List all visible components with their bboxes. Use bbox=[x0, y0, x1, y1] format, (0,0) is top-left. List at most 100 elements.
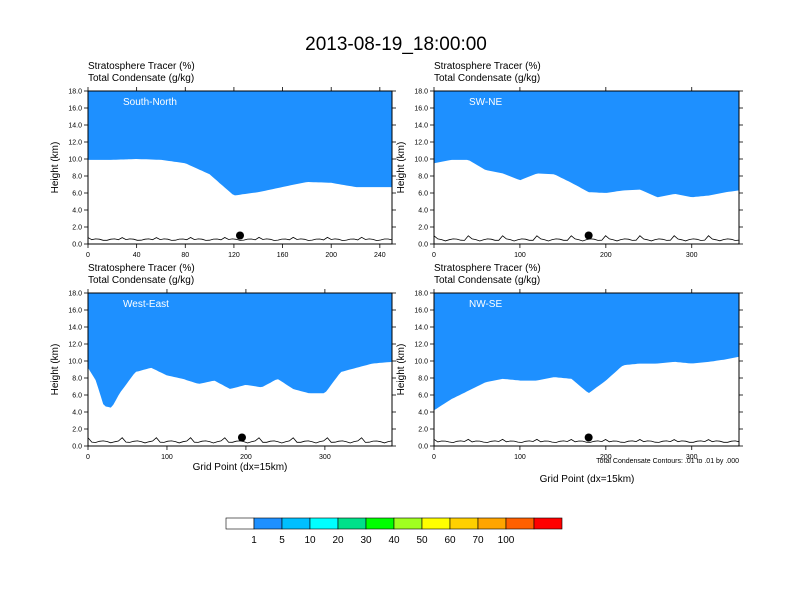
tracer-field bbox=[88, 91, 392, 244]
y-tick-label: 6.0 bbox=[418, 393, 428, 400]
subtitle-tracer: Stratosphere Tracer (%) bbox=[434, 263, 541, 274]
y-tick-label: 14.0 bbox=[414, 325, 428, 332]
x-tick-label: 200 bbox=[600, 252, 612, 259]
colorbar-swatch bbox=[225, 517, 255, 530]
subtitle-condensate: Total Condensate (g/kg) bbox=[88, 73, 194, 84]
y-tick-label: 2.0 bbox=[418, 225, 428, 232]
subtitle-condensate: Total Condensate (g/kg) bbox=[434, 275, 540, 286]
colorbar-swatch bbox=[533, 517, 563, 530]
panels: Stratosphere Tracer (%)Total Condensate … bbox=[50, 61, 743, 485]
y-tick-label: 0.0 bbox=[418, 444, 428, 451]
colorbar-swatch bbox=[505, 517, 535, 530]
panel-4: Stratosphere Tracer (%)Total Condensate … bbox=[396, 263, 743, 485]
subtitle-condensate: Total Condensate (g/kg) bbox=[434, 73, 540, 84]
y-tick-label: 4.0 bbox=[418, 208, 428, 215]
y-tick-label: 14.0 bbox=[68, 325, 82, 332]
y-tick-label: 16.0 bbox=[68, 308, 82, 315]
x-tick-label: 200 bbox=[240, 454, 252, 461]
x-tick-label: 0 bbox=[86, 252, 90, 259]
colorbar-label: 1 bbox=[251, 535, 257, 546]
y-tick-label: 4.0 bbox=[72, 410, 82, 417]
plot-frame bbox=[87, 90, 393, 245]
x-tick-label: 40 bbox=[133, 252, 141, 259]
tracer-band-1 bbox=[88, 91, 392, 196]
colorbar-label: 30 bbox=[360, 535, 372, 546]
y-tick-label: 14.0 bbox=[68, 123, 82, 130]
y-tick-label: 10.0 bbox=[68, 157, 82, 164]
y-tick-label: 18.0 bbox=[68, 291, 82, 298]
subtitle-tracer: Stratosphere Tracer (%) bbox=[434, 61, 541, 72]
x-tick-label: 80 bbox=[181, 252, 189, 259]
x-axis-label: Grid Point (dx=15km) bbox=[193, 462, 288, 473]
x-tick-label: 100 bbox=[514, 454, 526, 461]
location-marker bbox=[237, 433, 246, 442]
x-tick-label: 100 bbox=[514, 252, 526, 259]
y-tick-label: 10.0 bbox=[68, 359, 82, 366]
colorbar-label: 20 bbox=[332, 535, 344, 546]
y-tick-label: 12.0 bbox=[68, 342, 82, 349]
y-tick-label: 4.0 bbox=[72, 208, 82, 215]
condensate-contour bbox=[434, 235, 739, 242]
colorbar-label: 70 bbox=[472, 535, 484, 546]
y-tick-label: 18.0 bbox=[68, 89, 82, 96]
y-tick-label: 0.0 bbox=[418, 242, 428, 249]
plot-frame bbox=[433, 292, 740, 447]
y-axis-label: Height (km) bbox=[50, 344, 61, 396]
y-tick-label: 0.0 bbox=[72, 242, 82, 249]
y-tick-label: 2.0 bbox=[72, 225, 82, 232]
y-tick-label: 8.0 bbox=[72, 174, 82, 181]
colorbar-swatch bbox=[421, 517, 451, 530]
subtitle-condensate: Total Condensate (g/kg) bbox=[88, 275, 194, 286]
y-axis-label: Height (km) bbox=[396, 142, 407, 194]
colorbar-label: 5 bbox=[279, 535, 285, 546]
colorbar-swatch bbox=[337, 517, 367, 530]
x-tick-label: 0 bbox=[86, 454, 90, 461]
region-label: NW-SE bbox=[469, 299, 502, 310]
region-label: SW-NE bbox=[469, 97, 502, 108]
x-tick-label: 300 bbox=[686, 252, 698, 259]
location-marker bbox=[584, 433, 593, 442]
subtitle-tracer: Stratosphere Tracer (%) bbox=[88, 61, 195, 72]
colorbar-label: 10 bbox=[304, 535, 316, 546]
colorbar-swatch bbox=[281, 517, 311, 530]
y-tick-label: 8.0 bbox=[72, 376, 82, 383]
plot-frame bbox=[433, 90, 740, 245]
panel-1: Stratosphere Tracer (%)Total Condensate … bbox=[50, 61, 396, 259]
colorbar-swatch bbox=[393, 517, 423, 530]
y-tick-label: 4.0 bbox=[418, 410, 428, 417]
location-marker bbox=[584, 231, 593, 240]
colorbar-swatch bbox=[253, 517, 283, 530]
tracer-band-1 bbox=[434, 91, 739, 198]
colorbar-swatch bbox=[309, 517, 339, 530]
tracer-field bbox=[434, 91, 739, 244]
y-tick-label: 2.0 bbox=[72, 427, 82, 434]
y-tick-label: 6.0 bbox=[418, 191, 428, 198]
x-tick-label: 160 bbox=[277, 252, 289, 259]
plot-frame bbox=[87, 292, 393, 447]
y-tick-label: 6.0 bbox=[72, 393, 82, 400]
y-tick-label: 12.0 bbox=[414, 140, 428, 147]
x-axis-label: Grid Point (dx=15km) bbox=[540, 474, 635, 485]
y-tick-label: 12.0 bbox=[414, 342, 428, 349]
colorbar-label: 50 bbox=[416, 535, 428, 546]
x-tick-label: 300 bbox=[319, 454, 331, 461]
x-tick-label: 0 bbox=[432, 454, 436, 461]
y-tick-label: 10.0 bbox=[414, 359, 428, 366]
tracer-field bbox=[88, 293, 392, 446]
y-tick-label: 0.0 bbox=[72, 444, 82, 451]
colorbar-swatch bbox=[449, 517, 479, 530]
main-title: 2013-08-19_18:00:00 bbox=[305, 34, 487, 55]
x-tick-label: 240 bbox=[374, 252, 386, 259]
colorbar: 1 5 10 20 30 40 50 60 70 100 bbox=[225, 517, 563, 546]
y-tick-label: 18.0 bbox=[414, 291, 428, 298]
y-tick-label: 8.0 bbox=[418, 376, 428, 383]
x-tick-label: 100 bbox=[161, 454, 173, 461]
y-tick-label: 16.0 bbox=[68, 106, 82, 113]
panel-2: Stratosphere Tracer (%)Total Condensate … bbox=[396, 61, 743, 259]
y-tick-label: 18.0 bbox=[414, 89, 428, 96]
y-tick-label: 16.0 bbox=[414, 106, 428, 113]
y-tick-label: 16.0 bbox=[414, 308, 428, 315]
condensate-contour bbox=[88, 236, 392, 242]
colorbar-label: 40 bbox=[388, 535, 400, 546]
